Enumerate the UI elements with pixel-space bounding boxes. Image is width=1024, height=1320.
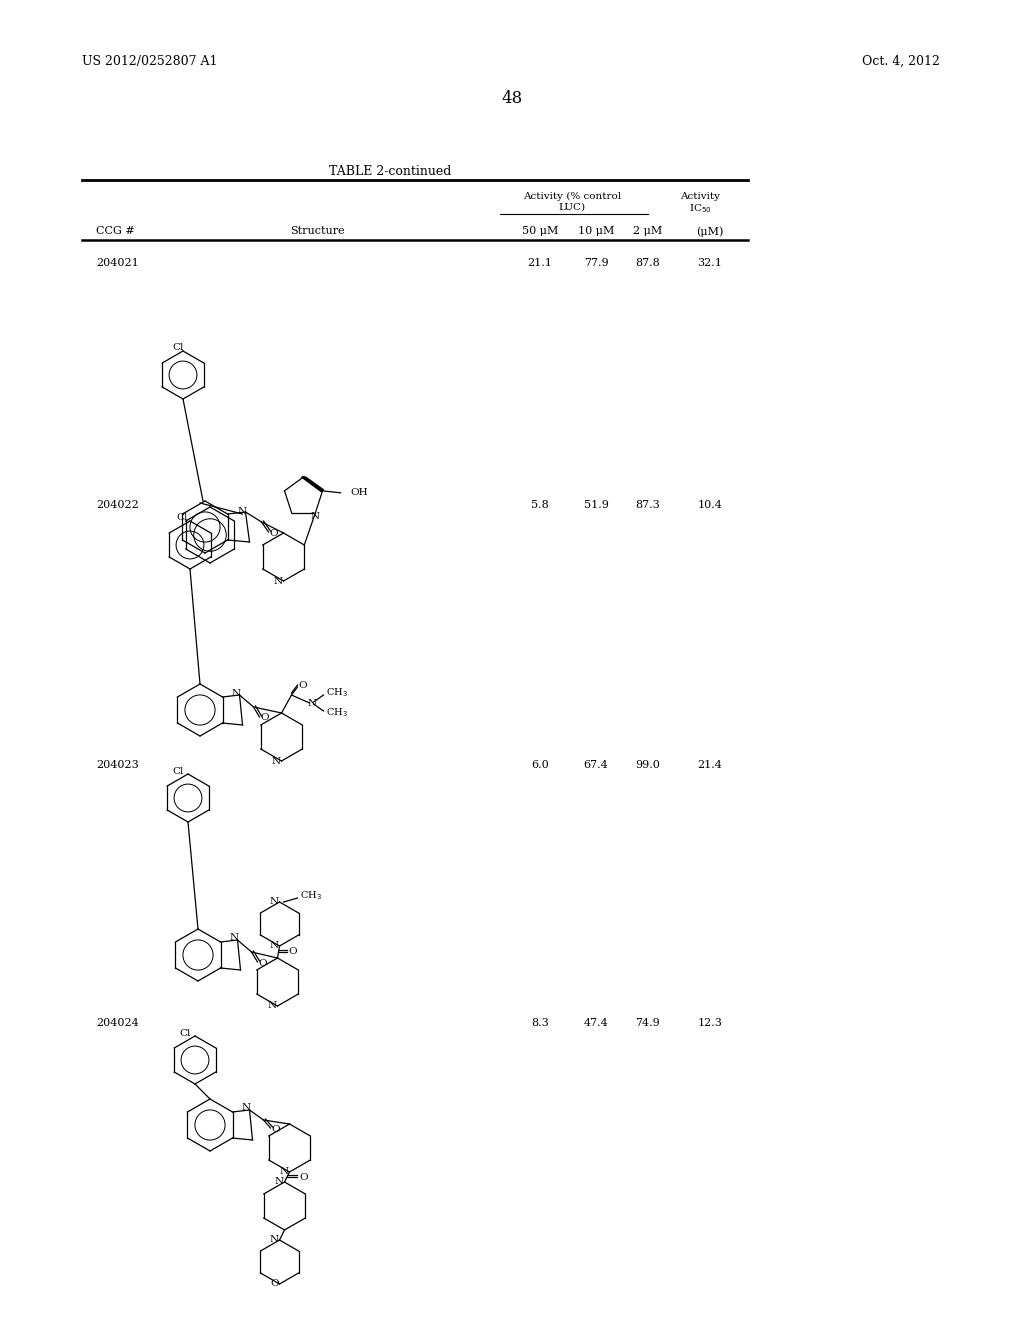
Text: Structure: Structure: [290, 226, 345, 236]
Text: N: N: [242, 1104, 251, 1113]
Text: 67.4: 67.4: [584, 760, 608, 770]
Text: N: N: [274, 577, 283, 586]
Text: 5.8: 5.8: [531, 500, 549, 510]
Text: 8.3: 8.3: [531, 1018, 549, 1028]
Text: N: N: [308, 698, 317, 708]
Text: N: N: [238, 507, 247, 516]
Text: CCG #: CCG #: [96, 226, 135, 236]
Text: 87.3: 87.3: [636, 500, 660, 510]
Text: 77.9: 77.9: [584, 257, 608, 268]
Text: 12.3: 12.3: [697, 1018, 723, 1028]
Text: 21.4: 21.4: [697, 760, 723, 770]
Text: 204024: 204024: [96, 1018, 138, 1028]
Text: 10 μM: 10 μM: [578, 226, 614, 236]
Text: CH$_3$: CH$_3$: [326, 686, 347, 700]
Text: 21.1: 21.1: [527, 257, 552, 268]
Text: N: N: [270, 1236, 280, 1245]
Text: O: O: [299, 1172, 307, 1181]
Text: O: O: [269, 528, 278, 537]
Text: O: O: [298, 681, 307, 690]
Text: N: N: [268, 1002, 278, 1011]
Polygon shape: [301, 477, 324, 492]
Text: 204021: 204021: [96, 257, 138, 268]
Text: Cl: Cl: [176, 513, 187, 523]
Text: 51.9: 51.9: [584, 500, 608, 510]
Text: Activity: Activity: [680, 191, 720, 201]
Text: O: O: [260, 714, 269, 722]
Text: 10.4: 10.4: [697, 500, 723, 510]
Text: Oct. 4, 2012: Oct. 4, 2012: [862, 55, 940, 69]
Text: N: N: [280, 1167, 289, 1176]
Text: US 2012/0252807 A1: US 2012/0252807 A1: [82, 55, 217, 69]
Text: O: O: [271, 1125, 280, 1134]
Text: 47.4: 47.4: [584, 1018, 608, 1028]
Text: Cl: Cl: [172, 767, 183, 776]
Text: 204022: 204022: [96, 500, 138, 510]
Text: CH$_3$: CH$_3$: [299, 890, 322, 903]
Text: 6.0: 6.0: [531, 760, 549, 770]
Text: N: N: [310, 512, 319, 520]
Text: 2 μM: 2 μM: [634, 226, 663, 236]
Text: TABLE 2-continued: TABLE 2-continued: [329, 165, 452, 178]
Text: N: N: [270, 941, 280, 950]
Text: O: O: [258, 958, 267, 968]
Text: 99.0: 99.0: [636, 760, 660, 770]
Text: (μM): (μM): [696, 226, 724, 236]
Text: 50 μM: 50 μM: [522, 226, 558, 236]
Text: 87.8: 87.8: [636, 257, 660, 268]
Text: O: O: [289, 948, 297, 957]
Text: Cl: Cl: [172, 343, 183, 352]
Text: OH: OH: [350, 488, 369, 498]
Text: N: N: [232, 689, 241, 697]
Text: IC$_{50}$: IC$_{50}$: [688, 202, 712, 215]
Text: N: N: [275, 1177, 284, 1187]
Text: O: O: [270, 1279, 279, 1288]
Text: 204023: 204023: [96, 760, 138, 770]
Text: 32.1: 32.1: [697, 257, 723, 268]
Text: N: N: [230, 933, 239, 942]
Text: 74.9: 74.9: [636, 1018, 660, 1028]
Text: LUC): LUC): [558, 203, 586, 213]
Text: CH$_3$: CH$_3$: [326, 706, 347, 719]
Text: N: N: [272, 756, 281, 766]
Text: Cl: Cl: [179, 1028, 190, 1038]
Text: 48: 48: [502, 90, 522, 107]
Text: Activity (% control: Activity (% control: [523, 191, 622, 201]
Text: N: N: [270, 898, 280, 907]
